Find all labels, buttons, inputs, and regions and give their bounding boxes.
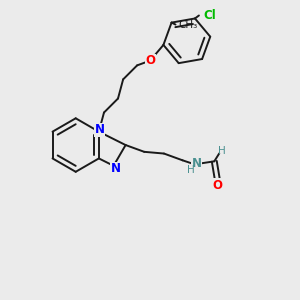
Text: CH₃: CH₃ — [178, 20, 198, 30]
Text: H: H — [187, 165, 194, 175]
Text: N: N — [111, 162, 121, 175]
Text: H: H — [218, 146, 226, 156]
Text: N: N — [95, 123, 105, 136]
Text: O: O — [212, 178, 222, 192]
Text: Cl: Cl — [203, 9, 216, 22]
Text: O: O — [145, 54, 155, 67]
Text: N: N — [191, 157, 202, 170]
